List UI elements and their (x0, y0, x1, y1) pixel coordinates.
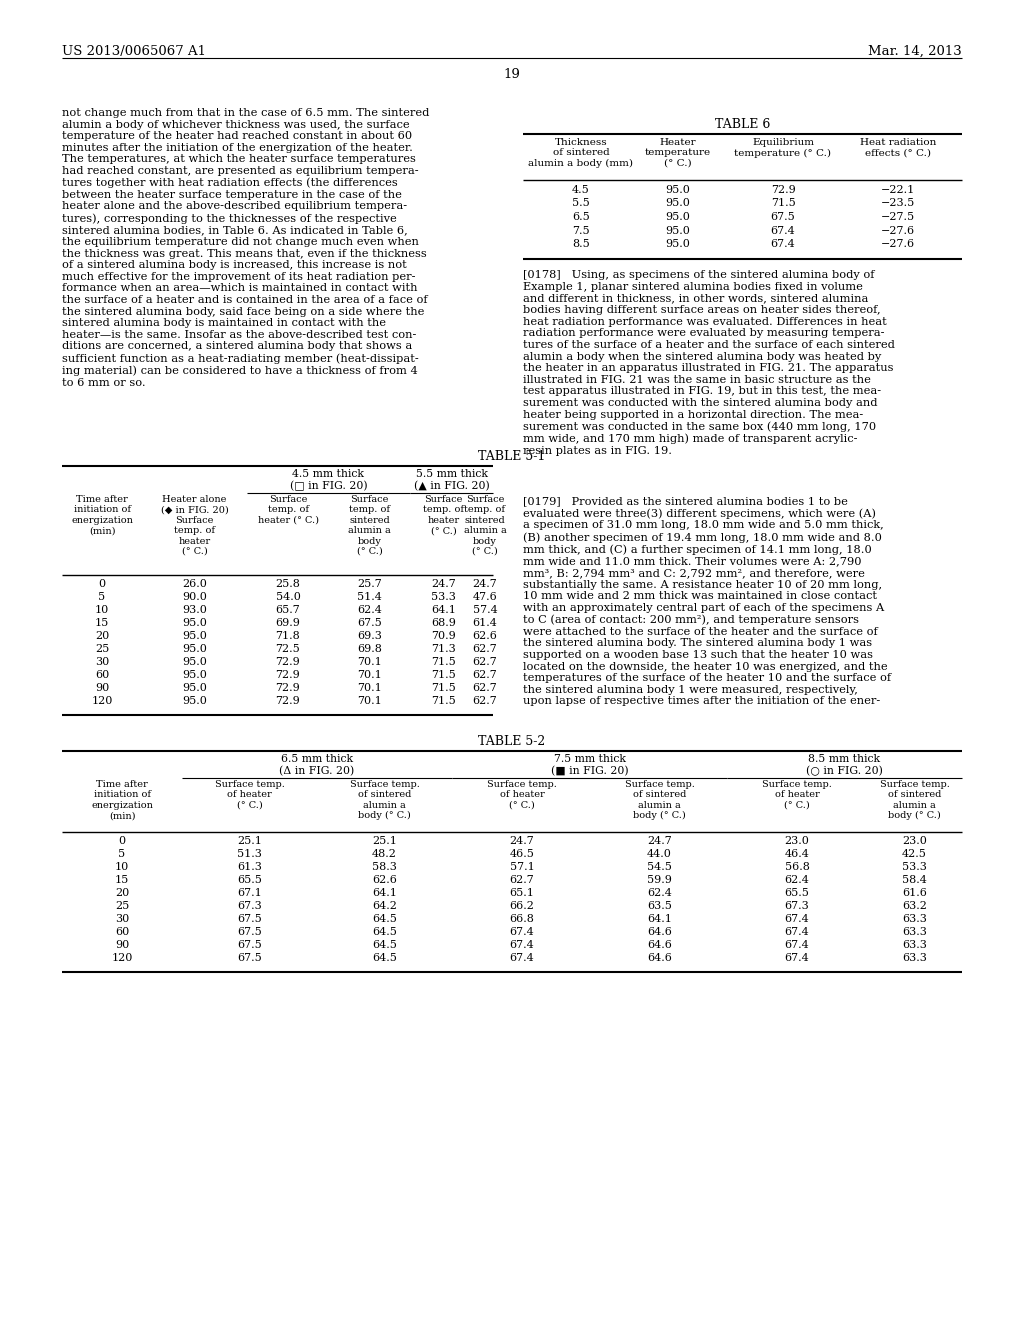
Text: TABLE 5-1: TABLE 5-1 (478, 450, 546, 463)
Text: 65.7: 65.7 (275, 605, 300, 615)
Text: −22.1: −22.1 (881, 185, 915, 195)
Text: [0179]   Provided as the sintered alumina bodies 1 to be
evaluated were three(3): [0179] Provided as the sintered alumina … (523, 496, 891, 706)
Text: 62.7: 62.7 (473, 696, 498, 706)
Text: 64.5: 64.5 (372, 927, 397, 937)
Text: 60: 60 (115, 927, 129, 937)
Text: 63.3: 63.3 (902, 940, 927, 950)
Text: 57.4: 57.4 (473, 605, 498, 615)
Text: 63.3: 63.3 (902, 927, 927, 937)
Text: 69.9: 69.9 (275, 618, 300, 628)
Text: 62.7: 62.7 (510, 875, 535, 884)
Text: 66.2: 66.2 (510, 902, 535, 911)
Text: not change much from that in the case of 6.5 mm. The sintered
alumin a body of w: not change much from that in the case of… (62, 108, 429, 388)
Text: 64.5: 64.5 (372, 913, 397, 924)
Text: 71.3: 71.3 (431, 644, 456, 653)
Text: 62.7: 62.7 (473, 671, 498, 680)
Text: 67.4: 67.4 (510, 940, 535, 950)
Text: 95.0: 95.0 (666, 185, 690, 195)
Text: Equilibrium
temperature (° C.): Equilibrium temperature (° C.) (734, 139, 831, 157)
Text: 58.3: 58.3 (372, 862, 397, 873)
Text: 67.4: 67.4 (784, 913, 809, 924)
Text: 48.2: 48.2 (372, 849, 397, 859)
Text: 6.5 mm thick: 6.5 mm thick (281, 754, 353, 764)
Text: 65.1: 65.1 (510, 888, 535, 898)
Text: Surface temp.
of heater
(° C.): Surface temp. of heater (° C.) (215, 780, 285, 809)
Text: 64.6: 64.6 (647, 927, 672, 937)
Text: 25.1: 25.1 (372, 836, 397, 846)
Text: 72.9: 72.9 (275, 696, 300, 706)
Text: 63.3: 63.3 (902, 953, 927, 964)
Text: 61.4: 61.4 (472, 618, 498, 628)
Text: 67.3: 67.3 (238, 902, 262, 911)
Text: 53.3: 53.3 (431, 591, 456, 602)
Text: 58.4: 58.4 (902, 875, 927, 884)
Text: 24.7: 24.7 (431, 579, 456, 589)
Text: Surface temp.
of sintered
alumin a
body (° C.): Surface temp. of sintered alumin a body … (349, 780, 420, 820)
Text: 67.5: 67.5 (238, 940, 262, 950)
Text: 95.0: 95.0 (182, 696, 207, 706)
Text: 72.9: 72.9 (771, 185, 796, 195)
Text: 63.5: 63.5 (647, 902, 672, 911)
Text: 95.0: 95.0 (666, 213, 690, 222)
Text: 95.0: 95.0 (182, 631, 207, 642)
Text: 25: 25 (115, 902, 129, 911)
Text: 5: 5 (119, 849, 126, 859)
Text: 95.0: 95.0 (666, 239, 690, 249)
Text: 67.4: 67.4 (784, 953, 809, 964)
Text: 10: 10 (115, 862, 129, 873)
Text: 67.4: 67.4 (510, 927, 535, 937)
Text: Time after
initiation of
energization
(min): Time after initiation of energization (m… (91, 780, 153, 820)
Text: 7.5 mm thick: 7.5 mm thick (554, 754, 626, 764)
Text: 7.5: 7.5 (572, 226, 590, 235)
Text: 71.5: 71.5 (771, 198, 796, 209)
Text: 67.3: 67.3 (784, 902, 809, 911)
Text: 44.0: 44.0 (647, 849, 672, 859)
Text: 10: 10 (95, 605, 110, 615)
Text: 47.6: 47.6 (473, 591, 498, 602)
Text: 67.5: 67.5 (238, 913, 262, 924)
Text: 46.5: 46.5 (510, 849, 535, 859)
Text: Heater alone
(◆ in FIG. 20)
Surface
temp. of
heater
(° C.): Heater alone (◆ in FIG. 20) Surface temp… (161, 495, 228, 556)
Text: 67.5: 67.5 (771, 213, 796, 222)
Text: 64.5: 64.5 (372, 940, 397, 950)
Text: 71.5: 71.5 (431, 657, 456, 667)
Text: 56.8: 56.8 (784, 862, 809, 873)
Text: 20: 20 (115, 888, 129, 898)
Text: 60: 60 (95, 671, 110, 680)
Text: 61.6: 61.6 (902, 888, 927, 898)
Text: 72.5: 72.5 (275, 644, 300, 653)
Text: 95.0: 95.0 (666, 198, 690, 209)
Text: Mar. 14, 2013: Mar. 14, 2013 (868, 45, 962, 58)
Text: 95.0: 95.0 (666, 226, 690, 235)
Text: 62.4: 62.4 (647, 888, 672, 898)
Text: 71.8: 71.8 (275, 631, 300, 642)
Text: 4.5 mm thick: 4.5 mm thick (293, 469, 365, 479)
Text: 0: 0 (119, 836, 126, 846)
Text: 69.8: 69.8 (357, 644, 382, 653)
Text: 70.1: 70.1 (357, 682, 382, 693)
Text: 30: 30 (115, 913, 129, 924)
Text: 62.7: 62.7 (473, 682, 498, 693)
Text: Surface
temp. of
heater
(° C.): Surface temp. of heater (° C.) (423, 495, 464, 535)
Text: 95.0: 95.0 (182, 657, 207, 667)
Text: Surface temp.
of heater
(° C.): Surface temp. of heater (° C.) (487, 780, 557, 809)
Text: 69.3: 69.3 (357, 631, 382, 642)
Text: 95.0: 95.0 (182, 618, 207, 628)
Text: 5.5 mm thick: 5.5 mm thick (416, 469, 487, 479)
Text: −27.6: −27.6 (881, 239, 915, 249)
Text: Heat radiation
effects (° C.): Heat radiation effects (° C.) (860, 139, 936, 157)
Text: [0178]   Using, as specimens of the sintered alumina body of
Example 1, planar s: [0178] Using, as specimens of the sinter… (523, 271, 895, 455)
Text: 95.0: 95.0 (182, 644, 207, 653)
Text: 70.1: 70.1 (357, 671, 382, 680)
Text: (○ in FIG. 20): (○ in FIG. 20) (806, 766, 883, 776)
Text: 15: 15 (95, 618, 110, 628)
Text: Surface
temp. of
sintered
alumin a
body
(° C.): Surface temp. of sintered alumin a body … (348, 495, 391, 556)
Text: 42.5: 42.5 (902, 849, 927, 859)
Text: Surface temp.
of heater
(° C.): Surface temp. of heater (° C.) (762, 780, 831, 809)
Text: 64.1: 64.1 (372, 888, 397, 898)
Text: 57.1: 57.1 (510, 862, 535, 873)
Text: 71.5: 71.5 (431, 671, 456, 680)
Text: 64.1: 64.1 (647, 913, 672, 924)
Text: 90.0: 90.0 (182, 591, 207, 602)
Text: 61.3: 61.3 (238, 862, 262, 873)
